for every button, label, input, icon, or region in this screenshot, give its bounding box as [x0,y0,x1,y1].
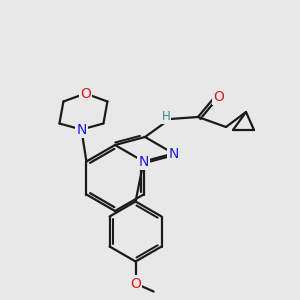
Text: N: N [138,154,149,169]
Text: N: N [168,146,179,161]
Text: O: O [80,86,91,100]
Text: O: O [130,277,141,290]
Text: O: O [214,90,224,104]
Text: H: H [162,110,170,124]
Text: N: N [76,122,87,136]
Text: N: N [168,146,179,161]
